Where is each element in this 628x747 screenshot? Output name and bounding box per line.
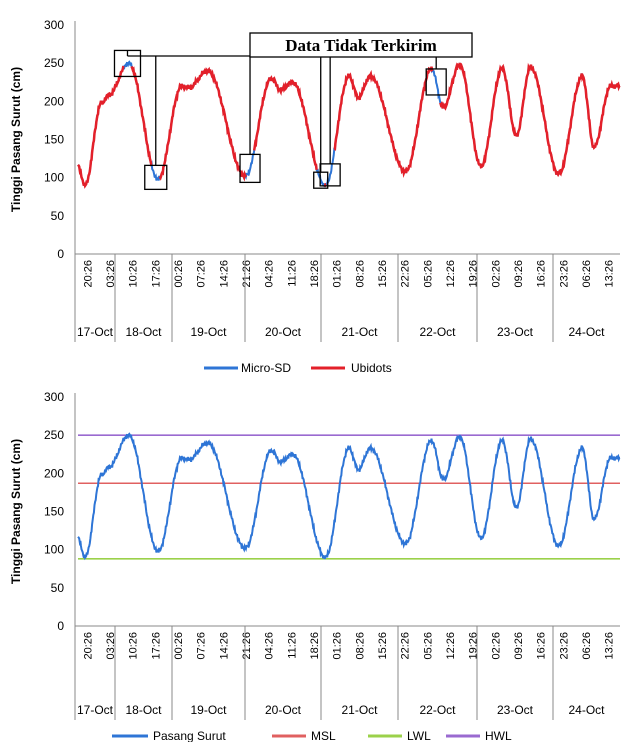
chart1-x-time-tick: 23:26 <box>558 260 570 288</box>
chart2-x-time-tick: 07:26 <box>196 632 208 660</box>
chart2-x-time-tick: 18:26 <box>309 632 321 660</box>
chart1-x-time-tick: 15:26 <box>377 260 389 288</box>
chart2-x-date-label: 18-Oct <box>125 703 162 717</box>
chart2-x-date-label: 24-Oct <box>568 703 605 717</box>
chart1-y-axis-title: Tinggi Pasang Surut (cm) <box>9 67 23 212</box>
chart1-y-tick-label: 200 <box>44 94 64 108</box>
chart2-x-date-label: 17-Oct <box>77 703 114 717</box>
chart2-x-time-tick: 13:26 <box>604 632 616 660</box>
chart2-x-time-tick: 03:26 <box>105 632 117 660</box>
chart2-x-time-tick: 10:26 <box>128 632 140 660</box>
chart2-x-time-tick: 09:26 <box>513 632 525 660</box>
chart2-y-tick-label: 150 <box>44 505 64 519</box>
chart2-x-time-tick: 23:26 <box>558 632 570 660</box>
chart2-x-date-label: 20-Oct <box>265 703 302 717</box>
chart2-x-time-tick: 17:26 <box>150 632 162 660</box>
chart1-y-tick-label: 250 <box>44 56 64 70</box>
chart1-x-time-tick: 13:26 <box>604 260 616 288</box>
chart2-y-tick-label: 0 <box>57 619 64 633</box>
chart2-x-time-tick: 11:26 <box>286 632 298 659</box>
chart1-x-time-tick: 07:26 <box>196 260 208 288</box>
chart2-x-time-tick: 04:26 <box>264 632 276 660</box>
chart1-x-date-label: 23-Oct <box>497 325 534 339</box>
chart1-x-time-tick: 17:26 <box>150 260 162 288</box>
chart1-x-time-tick: 14:26 <box>218 260 230 288</box>
chart1-x-time-tick: 12:26 <box>445 260 457 288</box>
chart1-x-date-label: 19-Oct <box>190 325 227 339</box>
chart2-x-time-tick: 12:26 <box>445 632 457 660</box>
chart2-x-time-tick: 06:26 <box>581 632 593 660</box>
chart1-x-date-label: 24-Oct <box>568 325 605 339</box>
chart2-y-tick-label: 300 <box>44 390 64 404</box>
chart2-x-time-tick: 08:26 <box>354 632 366 660</box>
chart1-y-tick-label: 100 <box>44 171 64 185</box>
chart2-x-time-tick: 00:26 <box>173 632 185 660</box>
chart1-legend-label-micro-sd: Micro-SD <box>241 361 291 375</box>
chart1-x-time-tick: 11:26 <box>286 260 298 287</box>
chart1-x-time-tick: 20:26 <box>82 260 94 288</box>
chart2-y-tick-label: 250 <box>44 428 64 442</box>
chart1-annotation-label-box <box>249 32 473 58</box>
chart1-series-ubidots <box>333 66 434 179</box>
chart1-x-date-label: 17-Oct <box>77 325 114 339</box>
chart1-x-time-tick: 08:26 <box>354 260 366 288</box>
chart2-x-time-tick: 19:26 <box>468 632 480 660</box>
chart1-annotation-text: Data Tidak Terkirim <box>285 36 436 55</box>
chart1-x-time-tick: 22:26 <box>400 260 412 288</box>
chart1-x-time-tick: 10:26 <box>128 260 140 288</box>
chart2-x-time-tick: 15:26 <box>377 632 389 660</box>
chart2-x-date-label: 19-Oct <box>190 703 227 717</box>
chart2-x-time-tick: 22:26 <box>400 632 412 660</box>
chart2-x-time-tick: 02:26 <box>490 632 502 660</box>
chart2-x-date-label: 21-Oct <box>341 703 378 717</box>
chart2-x-time-tick: 14:26 <box>218 632 230 660</box>
chart2-y-axis-title: Tinggi Pasang Surut (cm) <box>9 439 23 584</box>
chart1-x-time-tick: 16:26 <box>536 260 548 288</box>
chart2-y-tick-label: 100 <box>44 543 64 557</box>
chart1-x-time-tick: 03:26 <box>105 260 117 288</box>
chart1-series-ubidots <box>77 65 125 189</box>
chart2-x-time-tick: 20:26 <box>82 632 94 660</box>
chart1-y-tick-label: 300 <box>44 18 64 32</box>
chart1-x-time-tick: 02:26 <box>490 260 502 288</box>
chart1-x-time-tick: 01:26 <box>332 260 344 288</box>
chart1-x-date-label: 21-Oct <box>341 325 378 339</box>
chart2-x-time-tick: 16:26 <box>536 632 548 660</box>
chart1-x-time-tick: 21:26 <box>241 260 253 288</box>
chart1-series-ubidots <box>439 62 621 178</box>
chart1-x-time-tick: 06:26 <box>581 260 593 288</box>
chart1-series-ubidots <box>158 66 248 182</box>
chart1-y-tick-label: 150 <box>44 133 64 147</box>
chart1-series-micro-sd <box>77 60 621 189</box>
chart1-y-tick-label: 50 <box>51 209 65 223</box>
chart2-legend-label-pasang-surut: Pasang Surut <box>153 729 226 742</box>
chart2-y-tick-label: 200 <box>44 466 64 480</box>
chart1-x-date-label: 22-Oct <box>419 325 456 339</box>
chart1-x-time-tick: 19:26 <box>468 260 480 288</box>
chart2-x-time-tick: 01:26 <box>332 632 344 660</box>
chart1-x-date-label: 20-Oct <box>265 325 302 339</box>
chart2-series-pasang-surut <box>77 432 621 561</box>
chart1-x-time-tick: 09:26 <box>513 260 525 288</box>
chart1-x-time-tick: 18:26 <box>309 260 321 288</box>
chart1-legend-label-ubidots: Ubidots <box>351 361 392 375</box>
chart1-x-time-tick: 00:26 <box>173 260 185 288</box>
chart2-legend-label-hwl: HWL <box>485 729 512 742</box>
chart2-x-time-tick: 05:26 <box>422 632 434 660</box>
chart2-y-tick-label: 50 <box>51 581 65 595</box>
chart1-y-tick-label: 0 <box>57 247 64 261</box>
chart2-x-date-label: 22-Oct <box>419 703 456 717</box>
chart2-legend-label-msl: MSL <box>311 729 336 742</box>
chart2-legend-label-lwl: LWL <box>407 729 431 742</box>
chart1-x-time-tick: 04:26 <box>264 260 276 288</box>
chart1-series-ubidots <box>130 65 153 167</box>
chart1-series-ubidots <box>252 75 318 171</box>
chart2-x-date-label: 23-Oct <box>497 703 534 717</box>
chart1-x-date-label: 18-Oct <box>125 325 162 339</box>
chart1-x-time-tick: 05:26 <box>422 260 434 288</box>
chart2-x-time-tick: 21:26 <box>241 632 253 660</box>
